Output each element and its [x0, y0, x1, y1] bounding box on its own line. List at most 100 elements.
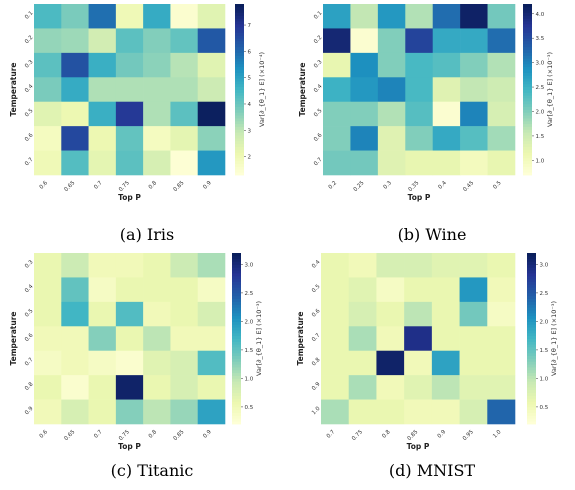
colorbar-segment — [235, 52, 244, 56]
colorbar-segment — [235, 140, 244, 145]
heatmap-cell — [487, 375, 516, 400]
y-tick-label: 0.2 — [24, 35, 34, 45]
colorbar-segment — [235, 115, 244, 119]
heatmap-cell — [170, 253, 199, 278]
y-tick-label: 0.7 — [311, 332, 322, 343]
colorbar-segment — [523, 78, 532, 82]
x-tick-label: 0.85 — [173, 429, 186, 442]
colorbar-segment — [235, 118, 244, 122]
heatmap-cell — [197, 399, 226, 425]
colorbar-segment — [235, 112, 244, 116]
heatmap-cell — [350, 150, 379, 176]
heatmap-cell — [431, 326, 460, 352]
colorbar-segment — [523, 106, 532, 110]
colorbar-segment — [527, 392, 536, 396]
x-tick-label: 0.5 — [492, 180, 503, 191]
heatmap-cell — [323, 4, 351, 29]
colorbar-segment — [523, 55, 532, 59]
heatmap-cell — [61, 350, 89, 376]
colorbar-segment — [523, 49, 532, 53]
heatmap-cell — [61, 28, 89, 54]
colorbar-tick-label: 3.5 — [536, 36, 545, 42]
x-tick-label: 0.75 — [118, 429, 131, 442]
colorbar-segment — [527, 278, 536, 282]
colorbar-segment — [235, 89, 244, 93]
colorbar-segment — [235, 21, 244, 25]
heatmap-cell — [197, 375, 226, 400]
heatmap-cell — [197, 277, 226, 303]
y-tick-label: 0.8 — [311, 357, 322, 368]
colorbar-segment — [232, 270, 241, 274]
colorbar-segment — [235, 75, 244, 79]
y-tick-label: 0.1 — [24, 10, 34, 20]
colorbar-segment — [523, 118, 532, 122]
heatmap-cell — [487, 350, 516, 376]
heatmap-cell — [431, 375, 460, 400]
colorbar-segment — [523, 120, 532, 125]
heatmap-cell — [115, 326, 144, 352]
colorbar-segment — [527, 318, 536, 322]
heatmap-cell — [34, 375, 62, 400]
y-axis-label: Temperature — [9, 63, 18, 117]
heatmap-cell — [197, 301, 226, 327]
heatmap-cell — [61, 277, 89, 303]
heatmap-cell — [170, 52, 199, 78]
heatmap-cell — [143, 77, 171, 103]
heatmap-cell — [376, 350, 405, 376]
colorbar-segment — [232, 329, 241, 334]
heatmap-cell — [376, 253, 405, 278]
x-tick-label: 0.7 — [93, 429, 104, 440]
colorbar-segment — [523, 129, 532, 133]
heatmap-cell — [143, 375, 171, 400]
colorbar-segment — [527, 412, 536, 416]
heatmap-cell — [115, 77, 144, 103]
heatmap-cell — [115, 101, 144, 127]
heatmap-cell — [487, 301, 516, 327]
heatmap-cell — [487, 399, 516, 425]
colorbar-segment — [527, 409, 536, 413]
heatmap-cell — [115, 28, 144, 54]
heatmap-panel-4: 0.7 0.75 0.8 0.85 0.9 0.95 1.0 0.4 0.5 0.6 0.7 0.8 0… — [296, 253, 558, 480]
colorbar-segment — [527, 255, 536, 260]
heatmap-cell — [350, 4, 379, 29]
heatmap-cell — [88, 399, 117, 425]
colorbar-tick-label: 2.5 — [540, 291, 549, 297]
heatmap-cell — [34, 301, 62, 327]
heatmap-cell — [404, 253, 433, 278]
colorbar-segment — [523, 12, 532, 16]
colorbar-segment — [235, 12, 244, 16]
heatmap-cell — [460, 126, 488, 151]
y-tick-label: 0.9 — [311, 381, 322, 392]
colorbar-segment — [527, 375, 536, 379]
heatmap-cell — [170, 326, 199, 352]
heatmap-cell — [197, 126, 226, 151]
colorbar-label: Var[∂_{θ_1} E] (×10⁻³) — [550, 301, 558, 376]
colorbar-segment — [527, 352, 536, 356]
colorbar-tick-label: 0.5 — [245, 405, 254, 411]
heatmap-cell — [61, 52, 89, 78]
heatmap-cell — [34, 52, 62, 78]
colorbar-segment — [523, 18, 532, 22]
colorbar-segment — [235, 26, 244, 31]
heatmap-cell — [404, 326, 433, 352]
heatmap-cell — [61, 126, 89, 151]
heatmap-cell — [432, 101, 461, 127]
y-tick-label: 0.6 — [311, 308, 322, 319]
colorbar-label: Var[∂_{θ_1} E] (×10⁻³) — [546, 52, 554, 127]
colorbar-segment — [523, 103, 532, 107]
colorbar-segment — [527, 304, 536, 308]
y-axis-label: Temperature — [9, 312, 18, 366]
x-tick-label: 0.95 — [462, 429, 475, 442]
heatmap-cell — [432, 28, 461, 54]
colorbar-segment — [527, 258, 536, 262]
x-tick-label: 0.9 — [437, 429, 448, 440]
colorbar-segment — [523, 152, 532, 156]
heatmap-cell — [431, 350, 460, 376]
heatmap-cell — [323, 101, 351, 127]
heatmap-cell — [431, 301, 460, 327]
heatmap-cell — [321, 326, 350, 352]
heatmap-cell — [377, 150, 406, 176]
heatmap-cell — [143, 101, 171, 127]
heatmap-cell — [115, 150, 144, 176]
